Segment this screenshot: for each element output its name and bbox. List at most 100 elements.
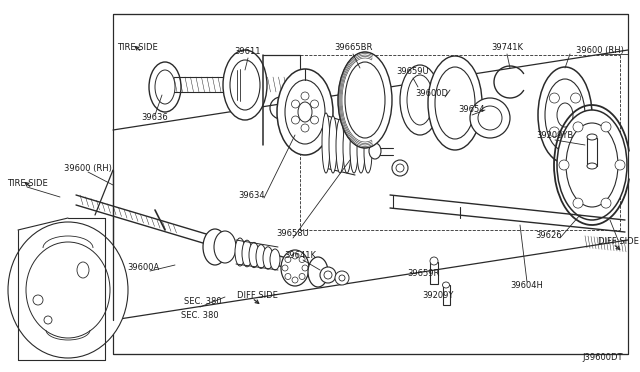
Text: 39600A: 39600A [127, 263, 159, 273]
Ellipse shape [214, 231, 236, 263]
Text: 39641K: 39641K [284, 250, 316, 260]
Ellipse shape [557, 103, 573, 127]
Ellipse shape [400, 65, 440, 135]
Ellipse shape [545, 79, 585, 151]
Ellipse shape [299, 273, 305, 279]
Text: 39600 (RH): 39600 (RH) [576, 45, 624, 55]
Ellipse shape [343, 122, 351, 173]
Ellipse shape [8, 222, 128, 358]
Ellipse shape [256, 245, 266, 269]
Ellipse shape [587, 163, 597, 169]
Ellipse shape [549, 127, 559, 137]
Ellipse shape [587, 134, 597, 140]
Ellipse shape [249, 243, 259, 267]
Ellipse shape [320, 267, 336, 283]
Ellipse shape [285, 80, 325, 144]
Ellipse shape [392, 160, 408, 176]
Ellipse shape [430, 257, 438, 265]
Ellipse shape [329, 116, 337, 173]
Text: DIFF SIDE: DIFF SIDE [237, 291, 277, 299]
Ellipse shape [601, 122, 611, 132]
Ellipse shape [235, 238, 245, 266]
Text: TIRE SIDE: TIRE SIDE [116, 42, 157, 51]
Ellipse shape [291, 116, 300, 124]
Ellipse shape [263, 247, 273, 269]
Ellipse shape [310, 116, 319, 124]
Ellipse shape [322, 113, 330, 173]
Ellipse shape [324, 271, 332, 279]
Ellipse shape [407, 75, 433, 125]
Text: 39658U: 39658U [276, 228, 309, 237]
Ellipse shape [298, 102, 312, 122]
Ellipse shape [281, 250, 309, 286]
Ellipse shape [203, 229, 227, 265]
Ellipse shape [345, 62, 385, 138]
Ellipse shape [339, 275, 345, 281]
Ellipse shape [285, 257, 291, 263]
Text: DIFF SIDE: DIFF SIDE [598, 237, 639, 247]
Ellipse shape [77, 262, 89, 278]
Text: SEC. 380: SEC. 380 [181, 311, 219, 320]
Ellipse shape [291, 100, 300, 108]
Text: TIRE SIDE: TIRE SIDE [6, 179, 47, 187]
Text: 39636: 39636 [141, 113, 168, 122]
Text: 39209YB: 39209YB [536, 131, 573, 140]
Ellipse shape [310, 100, 319, 108]
Text: 39659U: 39659U [397, 67, 429, 77]
Ellipse shape [336, 119, 344, 173]
Ellipse shape [242, 240, 252, 267]
Ellipse shape [270, 249, 280, 270]
Ellipse shape [573, 122, 583, 132]
Ellipse shape [223, 50, 267, 120]
Text: 39665BR: 39665BR [334, 42, 372, 51]
Text: 39741K: 39741K [491, 42, 523, 51]
Ellipse shape [566, 123, 618, 207]
Ellipse shape [557, 110, 627, 220]
Ellipse shape [396, 164, 404, 172]
Ellipse shape [301, 124, 309, 132]
Ellipse shape [301, 92, 309, 100]
Ellipse shape [292, 277, 298, 283]
Ellipse shape [571, 93, 580, 103]
Ellipse shape [470, 98, 510, 138]
Text: 39600 (RH): 39600 (RH) [64, 164, 112, 173]
Bar [587, 138, 597, 166]
Ellipse shape [369, 143, 381, 159]
Bar [443, 285, 450, 305]
Ellipse shape [435, 67, 475, 139]
Ellipse shape [149, 62, 181, 112]
Ellipse shape [538, 67, 592, 163]
Text: J39600DT: J39600DT [583, 353, 623, 362]
Ellipse shape [292, 253, 298, 259]
Text: 39659R: 39659R [407, 269, 439, 278]
Ellipse shape [573, 198, 583, 208]
Ellipse shape [299, 257, 305, 263]
Ellipse shape [549, 93, 559, 103]
Ellipse shape [601, 198, 611, 208]
Text: SEC. 380: SEC. 380 [184, 298, 222, 307]
Ellipse shape [559, 160, 569, 170]
Ellipse shape [338, 52, 392, 148]
Text: 39634: 39634 [239, 190, 266, 199]
Ellipse shape [230, 60, 260, 110]
Ellipse shape [26, 242, 110, 338]
Bar [430, 262, 438, 284]
Ellipse shape [155, 70, 175, 104]
Ellipse shape [33, 295, 43, 305]
Ellipse shape [282, 265, 288, 271]
Ellipse shape [478, 106, 502, 130]
Text: 39626: 39626 [536, 231, 563, 240]
Bar [113, 14, 628, 354]
Ellipse shape [302, 265, 308, 271]
Ellipse shape [428, 56, 482, 150]
Ellipse shape [335, 271, 349, 285]
Text: 39611: 39611 [235, 48, 261, 57]
Ellipse shape [442, 282, 449, 288]
Text: 39654: 39654 [459, 106, 485, 115]
Ellipse shape [308, 257, 328, 287]
Text: 39600D: 39600D [415, 89, 449, 97]
Ellipse shape [571, 127, 580, 137]
Text: 39604H: 39604H [511, 280, 543, 289]
Ellipse shape [44, 316, 52, 324]
Text: 39209Y: 39209Y [422, 291, 454, 299]
